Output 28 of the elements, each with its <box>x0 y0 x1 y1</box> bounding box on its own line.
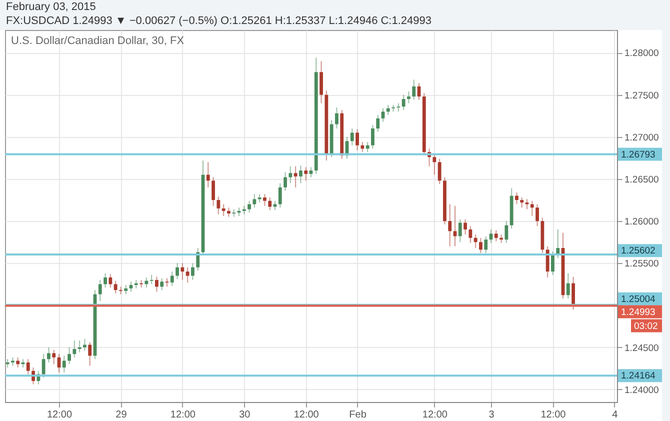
y-tick-label: 1.27000 <box>624 132 659 144</box>
x-tick-label: 29 <box>116 410 128 420</box>
ref-line-label: 1.26793 <box>621 149 656 160</box>
x-tick-label: 12:00 <box>540 410 566 420</box>
x-tick-label: Feb <box>349 410 367 420</box>
y-tick-label: 1.24000 <box>624 384 659 396</box>
x-tick-label: 3 <box>488 410 495 420</box>
y-tick-label: 1.25500 <box>624 258 659 270</box>
y-tick-label: 1.26000 <box>624 216 659 228</box>
x-tick-label: 12:00 <box>46 410 72 420</box>
y-tick-label: 1.28000 <box>624 48 659 60</box>
y-tick-label: 1.27500 <box>624 90 659 102</box>
ref-line-label: 1.24164 <box>621 370 656 382</box>
ref-line-label: 1.24993 <box>621 306 656 318</box>
text: FX:USDCAD 1.24993 ▼ −0.00627 (−0.5%) O:1.25261 H:1.25337 L:1.24946 C:1.24993 <box>6 14 433 28</box>
x-tick-label: 30 <box>239 410 251 420</box>
text: 03:02 <box>634 320 658 332</box>
x-tick-label: 12:00 <box>170 410 196 420</box>
text: February 03, 2015 <box>6 0 97 14</box>
candlestick <box>119 286 122 295</box>
chart-title: U.S. Dollar/Canadian Dollar, 30, FX <box>11 35 185 47</box>
x-tick-label: 4 <box>612 410 618 420</box>
ref-line-label: 1.25004 <box>621 294 656 305</box>
ref-line-label: 1.25602 <box>621 246 656 257</box>
y-tick-label: 1.26500 <box>624 174 659 186</box>
y-tick-label: 1.24500 <box>624 342 659 354</box>
x-tick-label: 12:00 <box>294 410 320 420</box>
x-tick-label: 12:00 <box>422 410 448 420</box>
